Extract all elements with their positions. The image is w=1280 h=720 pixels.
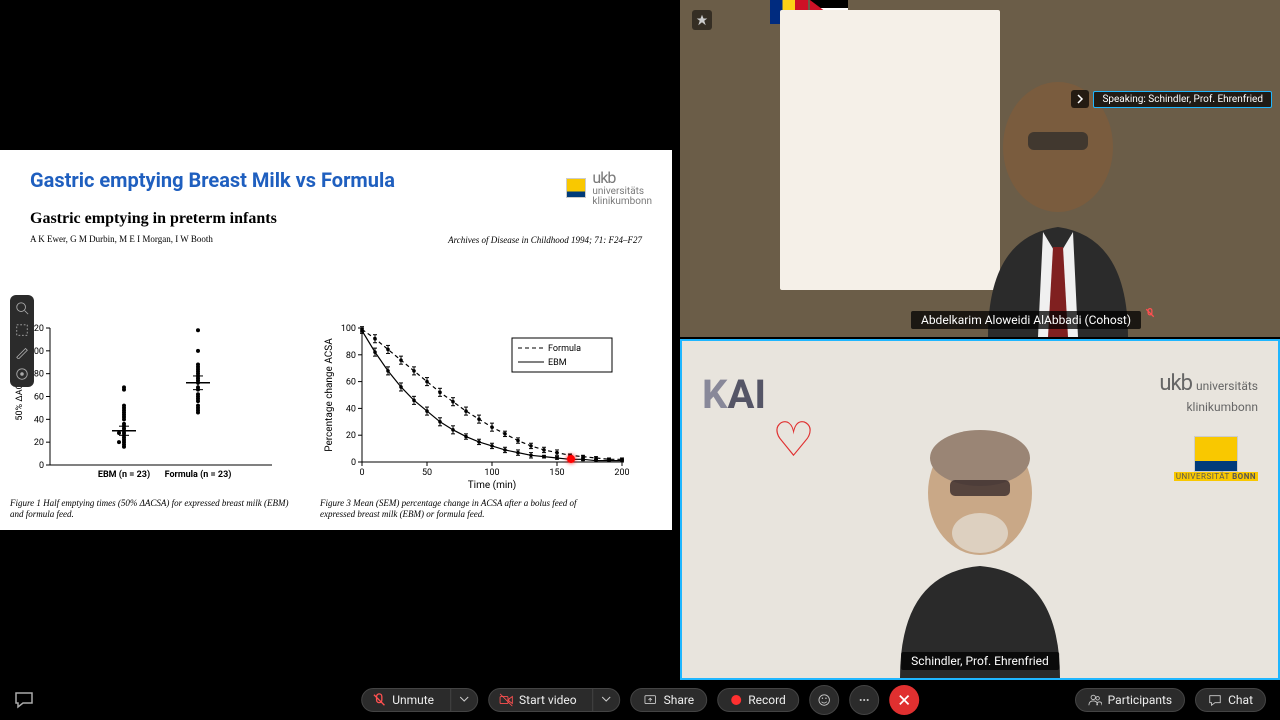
svg-text:Percentage change ACSA: Percentage change ACSA [324, 338, 335, 452]
laser-pointer [567, 455, 575, 463]
more-icon [857, 693, 871, 707]
close-icon [897, 693, 911, 707]
share-button[interactable]: Share [631, 688, 708, 712]
muted-icon [1145, 308, 1155, 321]
select-icon[interactable] [15, 323, 29, 337]
record-button[interactable]: Record [717, 688, 799, 712]
svg-text:Formula: Formula [548, 344, 581, 354]
svg-text:100: 100 [484, 468, 499, 478]
chat-icon [1208, 693, 1222, 707]
svg-text:60: 60 [346, 378, 356, 388]
speaking-indicator: Speaking: Schindler, Prof. Ehrenfried [1071, 90, 1272, 108]
leave-button[interactable] [889, 685, 919, 715]
reactions-button[interactable] [809, 685, 839, 715]
svg-text:EBM: EBM [548, 358, 567, 368]
slide-citation: Archives of Disease in Childhood 1994; 7… [448, 235, 642, 245]
slide-subtitle: Gastric emptying in preterm infants [30, 210, 642, 228]
video-off-icon [499, 693, 513, 707]
more-button[interactable] [849, 685, 879, 715]
svg-text:0: 0 [359, 468, 364, 478]
participants-button[interactable]: Participants [1075, 688, 1185, 712]
line-chart: 0 20 40 60 80 100 0 50 100 150 200 Time (min) Percen… [320, 320, 630, 490]
chat-icon[interactable] [14, 690, 34, 710]
main-content: ukb universitäts klinikumbonn Gastric em… [0, 0, 1280, 680]
chevron-right-icon[interactable] [1071, 90, 1089, 108]
settings-icon[interactable] [15, 367, 29, 381]
svg-text:80: 80 [34, 370, 44, 380]
pin-icon[interactable] [692, 10, 712, 30]
chevron-down-icon[interactable] [450, 689, 477, 711]
figure-1: 02040608010012050% ΔACSAEBM (n = 23)Form… [10, 320, 290, 520]
svg-text:0: 0 [351, 458, 356, 468]
svg-text:100: 100 [341, 324, 356, 334]
video-tile-speaker[interactable]: KAI ♡ ukb universitäts klinikumbonn UNIV… [680, 339, 1280, 680]
svg-text:20: 20 [34, 439, 44, 449]
svg-text:80: 80 [346, 351, 356, 361]
speaking-label: Speaking: [1102, 94, 1145, 105]
svg-text:Time (min): Time (min) [468, 479, 517, 490]
figure-3: 0 20 40 60 80 100 0 50 100 150 200 Time (min) Percen… [320, 320, 630, 520]
participant-name-tag: Abdelkarim Aloweidi AlAbbadi (Cohost) [911, 311, 1141, 329]
speaking-name: Schindler, Prof. Ehrenfried [1148, 94, 1263, 105]
svg-text:EBM (n = 23): EBM (n = 23) [98, 469, 150, 480]
bonn-badge: UNIVERSITÄT BONN [1174, 436, 1258, 481]
shared-screen-pane: ukb universitäts klinikumbonn Gastric em… [0, 0, 680, 680]
svg-text:150: 150 [549, 468, 564, 478]
svg-text:40: 40 [34, 416, 44, 426]
svg-text:40: 40 [346, 405, 356, 415]
heart-icon: ♡ [772, 411, 815, 468]
svg-text:60: 60 [34, 393, 44, 403]
ukb-subtitle2: klinikumbonn [592, 197, 652, 207]
svg-text:50: 50 [422, 468, 432, 478]
svg-text:200: 200 [614, 468, 629, 478]
scatter-chart: 02040608010012050% ΔACSAEBM (n = 23)Form… [10, 320, 280, 490]
unmute-button[interactable]: Unmute [361, 688, 478, 712]
start-video-button[interactable]: Start video [488, 688, 621, 712]
smile-icon [817, 693, 831, 707]
draw-icon[interactable] [15, 345, 29, 359]
svg-text:Formula (n = 23): Formula (n = 23) [165, 469, 232, 480]
share-icon [644, 693, 658, 707]
ukb-video-logo: ukb universitäts klinikumbonn [1159, 371, 1258, 415]
meeting-toolbar: Unmute Start video Share Record [0, 680, 1280, 720]
slide-title: Gastric emptying Breast Milk vs Formula [30, 168, 642, 192]
mic-muted-icon [372, 693, 386, 707]
zoom-icon[interactable] [15, 301, 29, 315]
participant-name-tag: Schindler, Prof. Ehrenfried [901, 652, 1059, 670]
kai-logo: KAI [702, 371, 766, 418]
figure-3-caption: Figure 3 Mean (SEM) percentage change in… [320, 498, 600, 520]
ukb-brand: ukb [592, 168, 615, 187]
people-icon [1088, 693, 1102, 707]
video-grid: Speaking: Schindler, Prof. Ehrenfried Ab… [680, 0, 1280, 680]
record-icon [730, 694, 742, 706]
svg-text:20: 20 [346, 432, 356, 442]
slide-logo: ukb universitäts klinikumbonn [566, 168, 652, 207]
video-tile-cohost[interactable]: Speaking: Schindler, Prof. Ehrenfried Ab… [680, 0, 1280, 337]
svg-text:0: 0 [39, 461, 44, 471]
figure-1-caption: Figure 1 Half emptying times (50% ΔACSA)… [10, 498, 290, 520]
chevron-down-icon[interactable] [593, 689, 620, 711]
presentation-slide: ukb universitäts klinikumbonn Gastric em… [0, 150, 672, 530]
chat-button[interactable]: Chat [1195, 688, 1266, 712]
person-silhouette [880, 398, 1080, 678]
annotation-toolbar [10, 295, 34, 387]
bonn-square-icon [566, 178, 586, 198]
